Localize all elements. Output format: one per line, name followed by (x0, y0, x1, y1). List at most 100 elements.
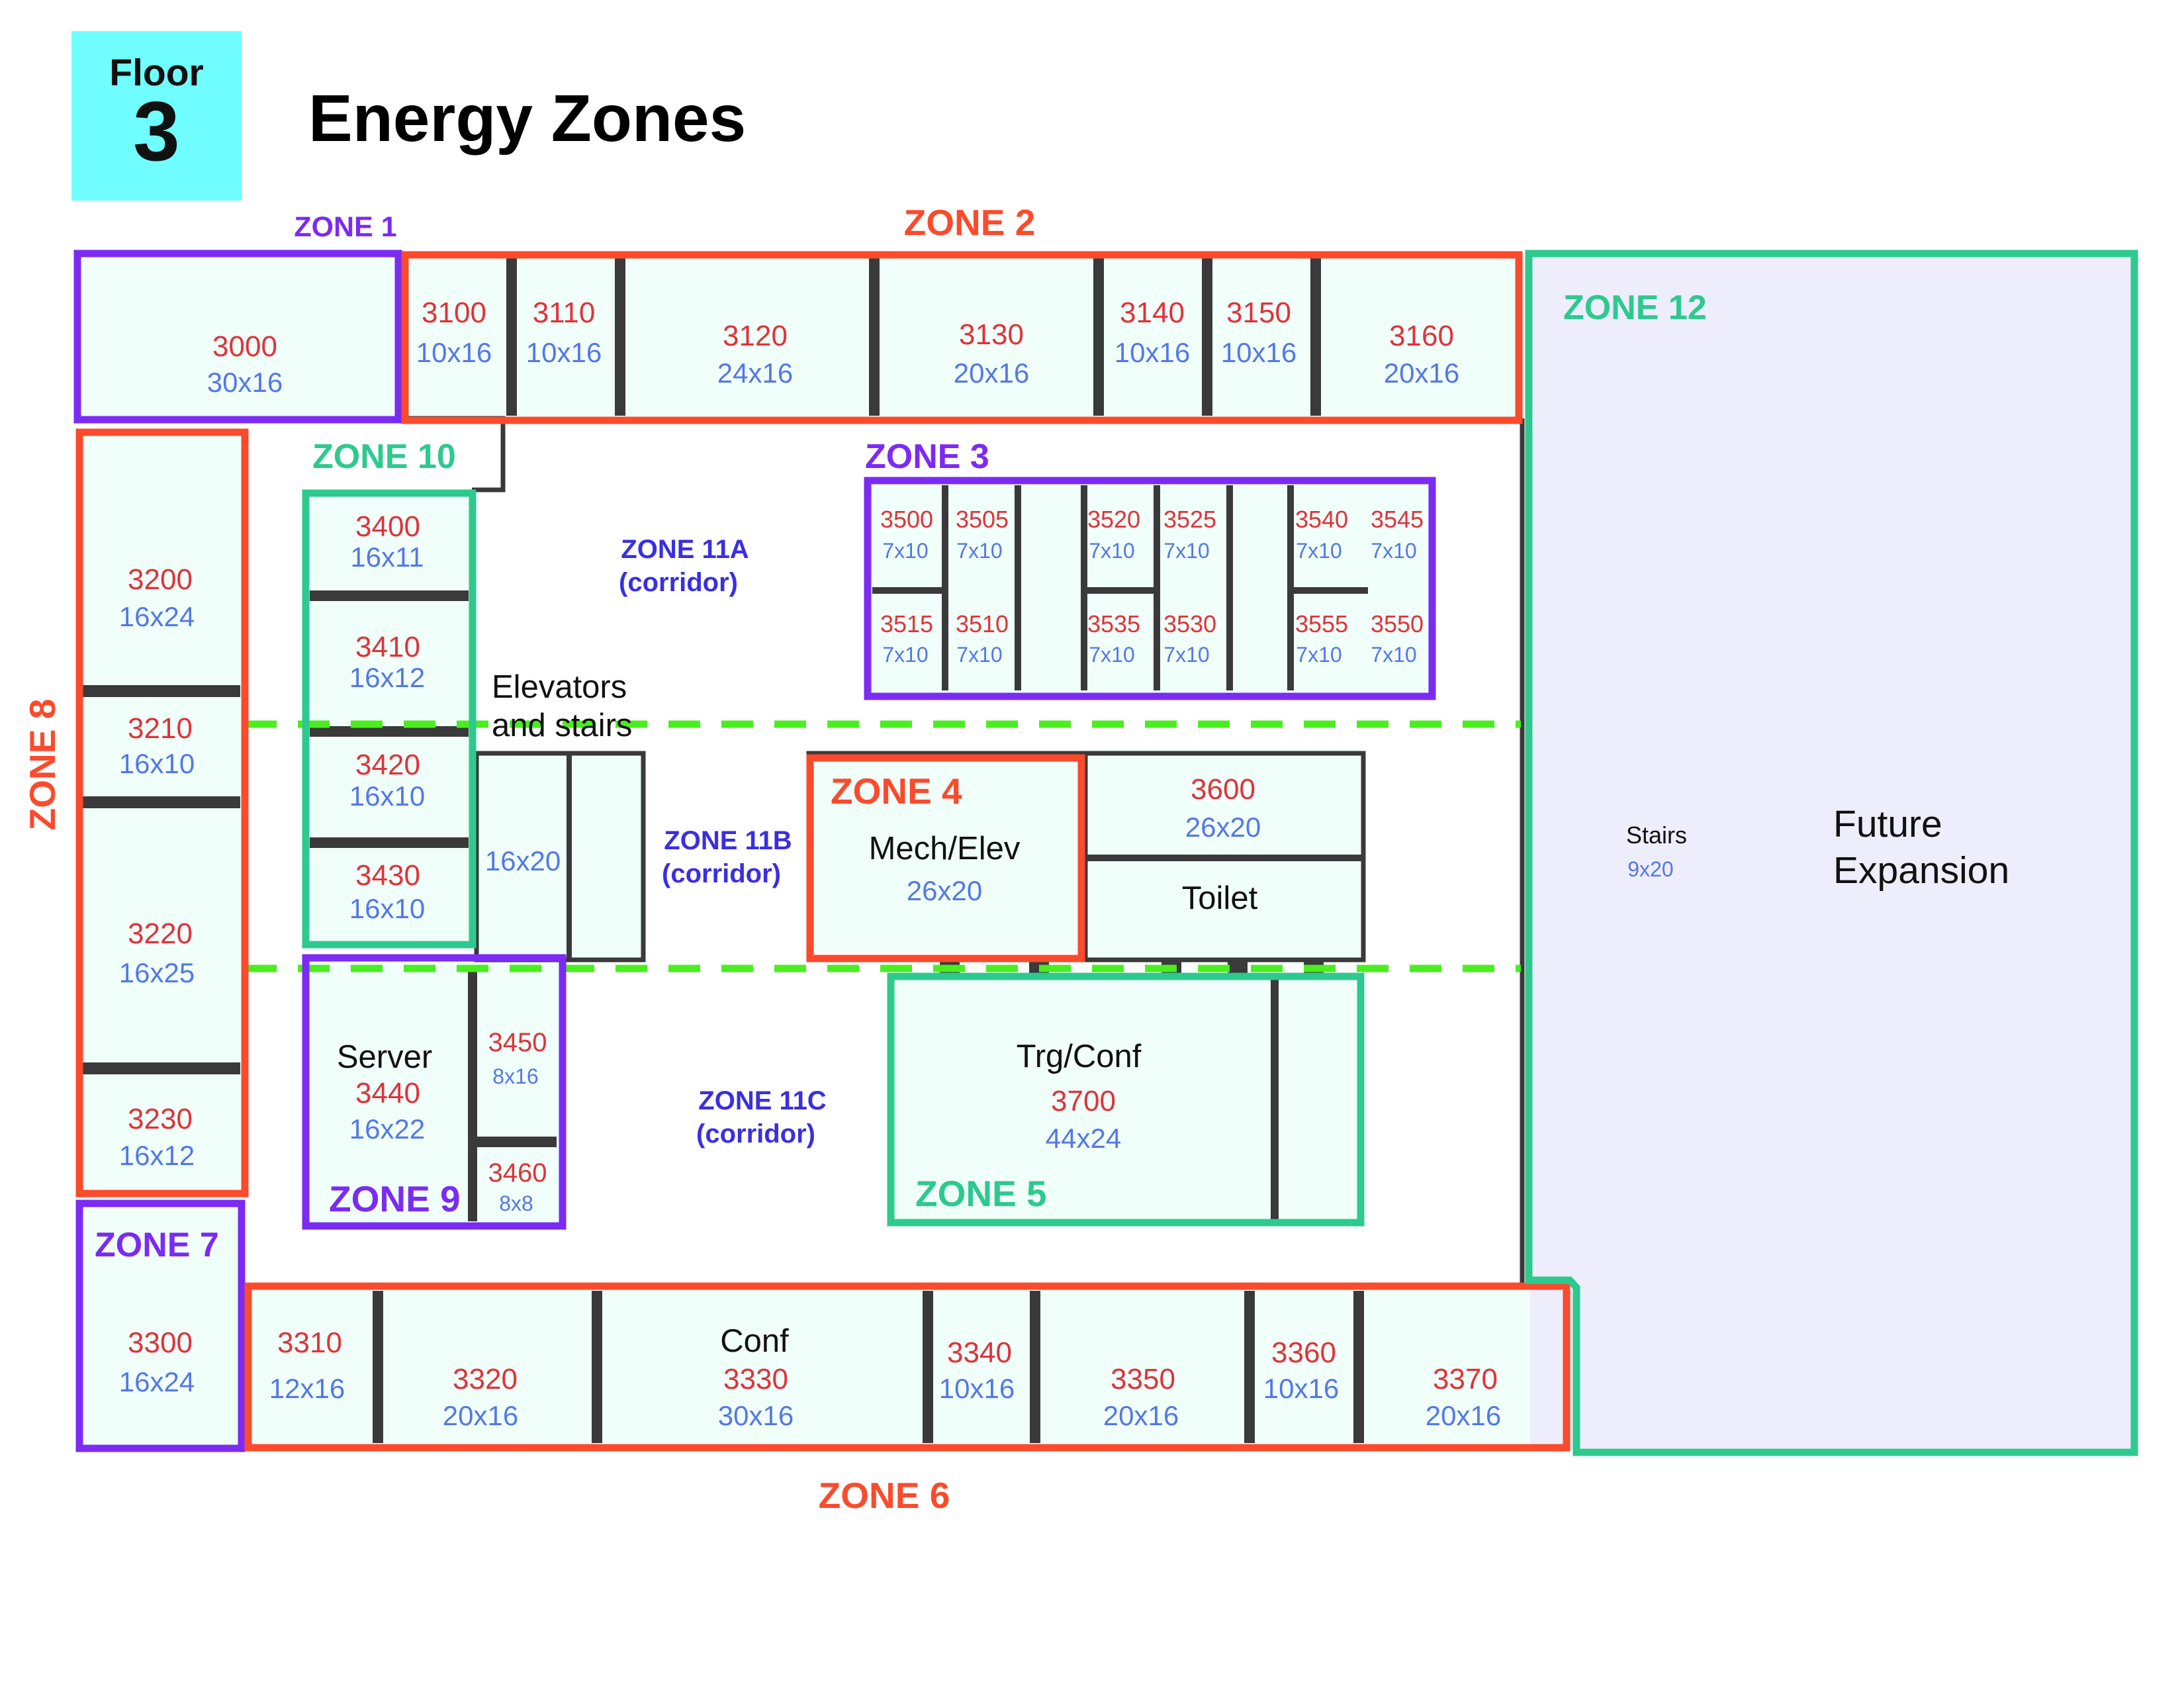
room-number: 3200 (128, 563, 193, 596)
room-number: 3540 (1295, 506, 1348, 533)
zone-2-label: ZONE 2 (904, 202, 1036, 243)
room-number: 3220 (128, 917, 193, 950)
room-name: Stairs (1626, 821, 1687, 849)
page-title: Energy Zones (308, 81, 747, 156)
room-number: 3140 (1120, 297, 1185, 329)
room-dims: 20x16 (954, 357, 1029, 389)
room-dims: 16x10 (349, 780, 425, 812)
room-dims: 7x10 (1296, 539, 1342, 563)
zone-6-border (244, 1282, 1570, 1452)
zone-11a-label: ZONE 11A (621, 535, 749, 564)
room-dims: 16x10 (119, 748, 195, 779)
room-number: 3000 (212, 330, 277, 363)
zone-10-label: ZONE 10 (312, 438, 456, 476)
room-dims: 7x10 (1371, 643, 1416, 667)
room-number: 3505 (956, 506, 1009, 533)
room-dims: 7x10 (882, 539, 928, 563)
room-dims: 16x12 (119, 1140, 195, 1171)
room-name: Mech/Elev (869, 831, 1021, 867)
room-dims: 8x8 (499, 1192, 533, 1215)
room-dims: 9x20 (1627, 857, 1673, 881)
room-number: 3110 (533, 297, 596, 329)
future-expansion-area (1530, 253, 2132, 1450)
zone-9-border (302, 954, 567, 1230)
zone-11a-sublabel: (corridor) (619, 568, 738, 597)
floor-badge: Floor 3 (71, 31, 242, 201)
room-number: 3530 (1163, 610, 1216, 637)
room-dims: 16x12 (349, 662, 425, 693)
zone-11b-label: ZONE 11B (664, 826, 792, 855)
floor-number: 3 (133, 84, 180, 178)
room-name: Server (337, 1039, 432, 1075)
room-dims: 26x20 (1185, 812, 1261, 843)
zone-8-border (75, 428, 249, 1197)
room-dims: 20x16 (443, 1400, 518, 1431)
room-dims: 24x16 (717, 357, 793, 389)
room-number: 3150 (1226, 297, 1291, 329)
room-number: 3120 (723, 320, 788, 352)
room-name: Toilet (1182, 880, 1258, 916)
room-dims: 7x10 (1296, 643, 1342, 667)
room-number: 3700 (1051, 1085, 1116, 1117)
room-number: 3510 (956, 610, 1009, 637)
room-number: 3400 (355, 510, 420, 543)
expansion-label-line1: Future (1833, 803, 1942, 845)
zone-6-label: ZONE 6 (819, 1475, 950, 1516)
room-number: 3360 (1271, 1336, 1336, 1369)
room-dims: 16x24 (119, 601, 195, 632)
room-number: 3300 (128, 1327, 193, 1359)
room-dims: 44x24 (1046, 1123, 1121, 1154)
zone-7-label: ZONE 7 (95, 1226, 219, 1264)
room-number: 3420 (355, 749, 420, 781)
room-number: 3450 (488, 1028, 547, 1057)
room-number: 3535 (1087, 610, 1140, 637)
room-dims: 7x10 (1163, 643, 1209, 667)
zone-5-border (887, 972, 1365, 1227)
room-dims: 10x16 (1263, 1373, 1339, 1404)
room-dims: 10x16 (526, 337, 602, 368)
room-number: 3500 (880, 506, 933, 533)
zone-10-border (302, 489, 477, 949)
zone-2-border (401, 251, 1523, 424)
room-dims: 7x10 (956, 643, 1002, 667)
room-number: 3370 (1433, 1363, 1498, 1395)
elevators-label: Elevators (492, 669, 627, 705)
room-dims: 16x22 (349, 1113, 425, 1145)
room-dims: 16x25 (119, 957, 195, 988)
corridor-dividers (245, 720, 1521, 972)
room-dims: 16x11 (350, 541, 424, 573)
room-number: 3230 (128, 1103, 193, 1135)
zone-5-label: ZONE 5 (915, 1173, 1047, 1214)
zone-1-border (73, 250, 402, 424)
room-dims: 7x10 (1371, 539, 1416, 563)
room-fills (75, 253, 1565, 1445)
room-number: 3460 (488, 1158, 547, 1188)
zone-9-label: ZONE 9 (329, 1178, 461, 1219)
room-dims: 7x10 (1163, 539, 1209, 563)
room-number: 3330 (723, 1363, 788, 1395)
room-dims: 7x10 (882, 643, 928, 667)
room-dims: 20x16 (1103, 1400, 1179, 1431)
room-number: 3525 (1163, 506, 1216, 533)
room-dims: 10x16 (416, 337, 492, 368)
room-dims: 10x16 (1115, 337, 1190, 368)
room-dims: 30x16 (718, 1400, 794, 1431)
zone-8-label: ZONE 8 (22, 699, 63, 831)
room-dims: 7x10 (1089, 643, 1134, 667)
room-number: 3550 (1371, 610, 1424, 637)
zone-11b-sublabel: (corridor) (662, 859, 781, 888)
zone-12-border (1525, 250, 2138, 1456)
room-dims: 26x20 (907, 875, 982, 906)
room-dims: 30x16 (207, 367, 283, 398)
room-number: 3410 (355, 631, 420, 663)
room-number: 3515 (880, 610, 933, 637)
zone-4-label: ZONE 4 (831, 771, 962, 812)
room-number: 3210 (128, 712, 193, 745)
room-number: 3555 (1295, 610, 1348, 637)
zone-1-label: ZONE 1 (294, 211, 396, 243)
room-name: Trg/Conf (1017, 1039, 1142, 1074)
zone-7-border (75, 1199, 246, 1452)
room-dims: 8x16 (492, 1064, 538, 1088)
